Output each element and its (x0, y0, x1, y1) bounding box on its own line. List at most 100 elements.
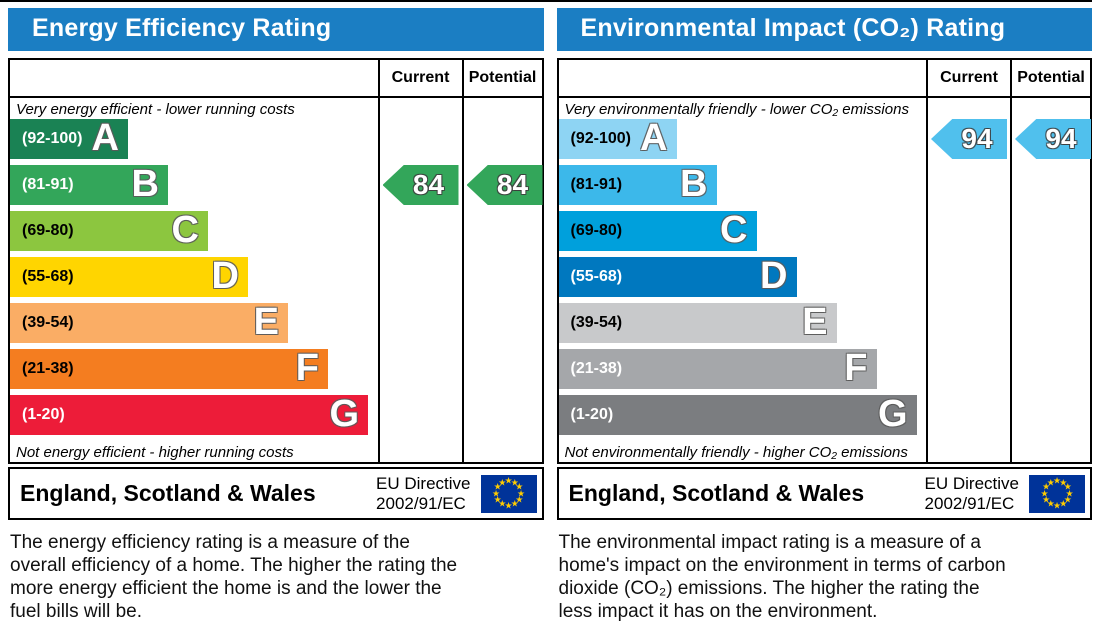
rating-band-b: (81-91) B (10, 165, 168, 205)
eu-flag-star: ★ (515, 481, 524, 492)
column-header-row: Current Potential (10, 60, 542, 98)
band-range-label: (81-91) (22, 176, 74, 193)
current-rating-value: 84 (412, 169, 445, 200)
eu-directive-label: EU Directive 2002/91/EC (376, 474, 470, 513)
rating-band-e: (39-54) E (558, 301, 837, 343)
band-column-spacer (559, 60, 927, 96)
band-range-label: (92-100) (570, 130, 631, 147)
eu-flag-star: ★ (1063, 481, 1072, 492)
eu-flag-star: ★ (516, 488, 526, 498)
rating-band-a: (92-100) A (558, 117, 677, 159)
band-area: Very environmentally friendly - lower CO… (558, 98, 927, 462)
rating-band-e: (39-54) E (10, 303, 288, 343)
region-label: England, Scotland & Wales (568, 480, 865, 506)
band-letter-label: C (720, 209, 748, 251)
band-range-label: (69-80) (22, 222, 74, 239)
band-row-g: (1-20) G (10, 392, 378, 438)
eu-flag-star: ★ (1046, 498, 1055, 509)
eu-directive-line2: 2002/91/EC (924, 493, 1015, 513)
eu-flag-star: ★ (504, 500, 513, 511)
band-letter-label: E (253, 301, 279, 343)
environmental-impact-title: Environmental Impact (CO₂) Rating (556, 8, 1092, 51)
band-range-label: (1-20) (22, 406, 65, 423)
energy-efficiency-title: Energy Efficiency Rating (8, 8, 544, 51)
potential-rating-value: 84 (496, 169, 529, 200)
eu-directive-line1: EU Directive (924, 473, 1019, 493)
rating-band-f: (21-38) F (10, 349, 328, 389)
eu-flag-star: ★ (1046, 477, 1055, 488)
eu-flag-star: ★ (493, 481, 502, 492)
rating-band-g: (1-20) G (10, 395, 368, 435)
region-label: England, Scotland & Wales (20, 480, 316, 506)
eu-flag-star: ★ (1059, 477, 1068, 488)
band-rows: (92-100) A (81-91) B (69-80) C (55-68) D (39-54)… (558, 116, 927, 438)
band-rows: (92-100) A (81-91) B (69-80) C (55-68) D (39-54)… (10, 116, 378, 438)
rating-band-a: (92-100) A (10, 119, 128, 159)
band-letter-label: B (131, 163, 159, 205)
eu-flag-star: ★ (510, 477, 519, 488)
band-range-label: (1-20) (570, 406, 614, 423)
eu-flag-star: ★ (1052, 500, 1062, 511)
rating-band-c: (69-80) C (558, 209, 757, 251)
band-row-c: (69-80) C (558, 208, 927, 254)
band-letter-label: D (760, 255, 788, 297)
rating-band-d: (55-68) D (558, 255, 797, 297)
band-row-g: (1-20) G (558, 392, 927, 438)
band-range-label: (81-91) (570, 176, 623, 193)
rating-band-b: (81-91) B (558, 165, 717, 205)
band-letter-label: D (211, 255, 239, 297)
band-range-label: (21-38) (570, 360, 623, 377)
top-border-rule (0, 0, 1092, 2)
band-range-label: (21-38) (22, 360, 74, 377)
eu-directive-line1: EU Directive (376, 473, 471, 493)
region-footer: England, Scotland & Wales EU Directive 2… (556, 467, 1092, 520)
band-letter-label: G (329, 393, 359, 435)
eu-directive-label: EU Directive 2002/91/EC (925, 474, 1019, 513)
eu-flag-star: ★ (1040, 488, 1049, 498)
chart-body: Very energy efficient - lower running co… (10, 98, 543, 462)
potential-column-header: Potential (1010, 60, 1090, 96)
current-rating-arrow: 84 (382, 165, 459, 205)
band-range-label: (39-54) (22, 314, 74, 331)
potential-rating-arrow: 84 (466, 165, 543, 205)
eu-flag-star: ★ (498, 498, 507, 509)
potential-rating-value: 94 (1045, 123, 1077, 154)
energy-efficiency-panel: Energy Efficiency Rating Current Potenti… (8, 8, 544, 623)
band-letter-label: G (877, 393, 908, 435)
eu-directive-line2: 2002/91/EC (376, 493, 466, 513)
top-caption: Very energy efficient - lower running co… (16, 101, 295, 118)
environmental-impact-panel: Environmental Impact (CO₂) Rating Curren… (556, 8, 1092, 623)
band-letter-label: A (640, 117, 668, 159)
eu-flag-star: ★ (498, 477, 507, 488)
rating-band-g: (1-20) G (558, 393, 917, 435)
band-row-f: (21-38) F (10, 346, 378, 392)
band-letter-label: F (295, 347, 319, 389)
current-column-header: Current (926, 60, 1010, 96)
rating-band-c: (69-80) C (10, 211, 208, 251)
band-row-d: (55-68) D (558, 254, 927, 300)
band-range-label: (55-68) (570, 268, 623, 285)
rating-band-f: (21-38) F (558, 347, 877, 389)
band-range-label: (55-68) (22, 268, 74, 285)
band-letter-label: E (802, 301, 828, 343)
eu-flag-star: ★ (1065, 488, 1074, 498)
eu-flag-star: ★ (1052, 475, 1062, 486)
current-rating-arrow: 94 (931, 119, 1007, 159)
eu-flag-star: ★ (504, 475, 513, 486)
band-letter-label: A (91, 117, 119, 159)
band-row-e: (39-54) E (10, 300, 378, 346)
eu-flag-star: ★ (1063, 494, 1072, 505)
rating-band-d: (55-68) D (10, 257, 248, 297)
eu-flag-icon: ★ ★ ★ ★ ★ ★ ★ ★ ★ ★ ★ ★ (1029, 474, 1085, 513)
eu-flag-star: ★ (515, 494, 524, 505)
top-caption: Very environmentally friendly - lower CO… (564, 101, 909, 118)
band-letter-label: F (844, 347, 868, 389)
column-header-row: Current Potential (558, 60, 1090, 98)
eu-flag-star: ★ (1059, 498, 1068, 509)
band-row-c: (69-80) C (10, 208, 378, 254)
potential-rating-arrow: 94 (1015, 119, 1091, 159)
band-row-a: (92-100) A (558, 116, 927, 162)
bottom-caption: Not environmentally friendly - higher CO… (564, 444, 908, 461)
eu-flag-star: ★ (510, 498, 519, 509)
